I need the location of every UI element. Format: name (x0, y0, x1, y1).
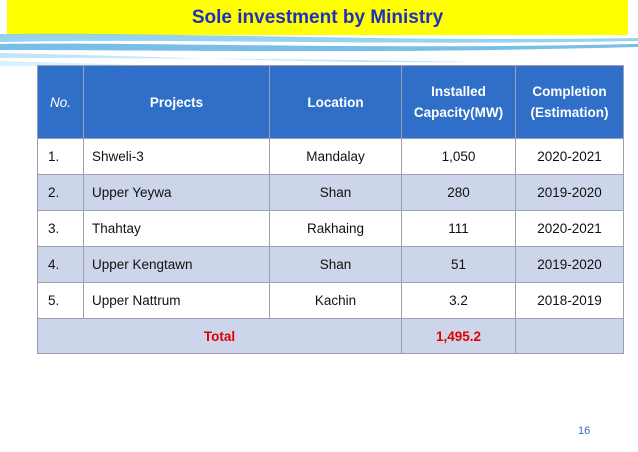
row-no: 3. (37, 210, 84, 247)
row-project: Thahtay (83, 210, 270, 247)
header-capacity-line2: Capacity(MW) (413, 105, 504, 120)
table-total-row: Total 1,495.2 (37, 318, 624, 354)
row-completion: 2020-2021 (515, 138, 624, 175)
row-no: 4. (37, 246, 84, 283)
table-row: 1. Shweli-3 Mandalay 1,050 2020-2021 (37, 138, 624, 175)
row-location: Shan (269, 174, 402, 211)
row-location: Shan (269, 246, 402, 283)
table-row: 5. Upper Nattrum Kachin 3.2 2018-2019 (37, 282, 624, 319)
header-completion-line1: Completion (532, 84, 607, 99)
header-capacity: Installed Capacity(MW) (401, 65, 516, 139)
row-capacity: 51 (401, 246, 516, 283)
row-no: 2. (37, 174, 84, 211)
table-row: 3. Thahtay Rakhaing 111 2020-2021 (37, 210, 624, 247)
header-completion-line2: (Estimation) (530, 105, 609, 120)
row-project: Upper Nattrum (83, 282, 270, 319)
page-number: 16 (578, 425, 591, 437)
header-completion: Completion (Estimation) (515, 65, 624, 139)
table-row: 4. Upper Kengtawn Shan 51 2019-2020 (37, 246, 624, 283)
row-capacity: 280 (401, 174, 516, 211)
row-project: Upper Kengtawn (83, 246, 270, 283)
row-capacity: 111 (401, 210, 516, 247)
row-capacity: 1,050 (401, 138, 516, 175)
row-project: Upper Yeywa (83, 174, 270, 211)
row-capacity: 3.2 (401, 282, 516, 319)
table-header-row: No. Projects Location Installed Capacity… (37, 65, 624, 139)
decorative-swoosh (0, 33, 638, 70)
header-no: No. (37, 65, 84, 139)
header-projects: Projects (83, 65, 270, 139)
row-project: Shweli-3 (83, 138, 270, 175)
header-location: Location (269, 65, 402, 139)
table-row: 2. Upper Yeywa Shan 280 2019-2020 (37, 174, 624, 211)
row-location: Mandalay (269, 138, 402, 175)
slide-title: Sole investment by Ministry (191, 6, 444, 28)
row-completion: 2018-2019 (515, 282, 624, 319)
row-no: 5. (37, 282, 84, 319)
total-capacity: 1,495.2 (401, 318, 516, 354)
row-location: Rakhaing (269, 210, 402, 247)
header-capacity-line1: Installed (431, 84, 486, 99)
row-completion: 2019-2020 (515, 174, 624, 211)
row-completion: 2020-2021 (515, 210, 624, 247)
investment-table: No. Projects Location Installed Capacity… (37, 65, 624, 354)
row-completion: 2019-2020 (515, 246, 624, 283)
total-completion-empty (515, 318, 624, 354)
total-label: Total (37, 318, 402, 354)
row-location: Kachin (269, 282, 402, 319)
slide-title-bar: Sole investment by Ministry (7, 0, 628, 35)
row-no: 1. (37, 138, 84, 175)
